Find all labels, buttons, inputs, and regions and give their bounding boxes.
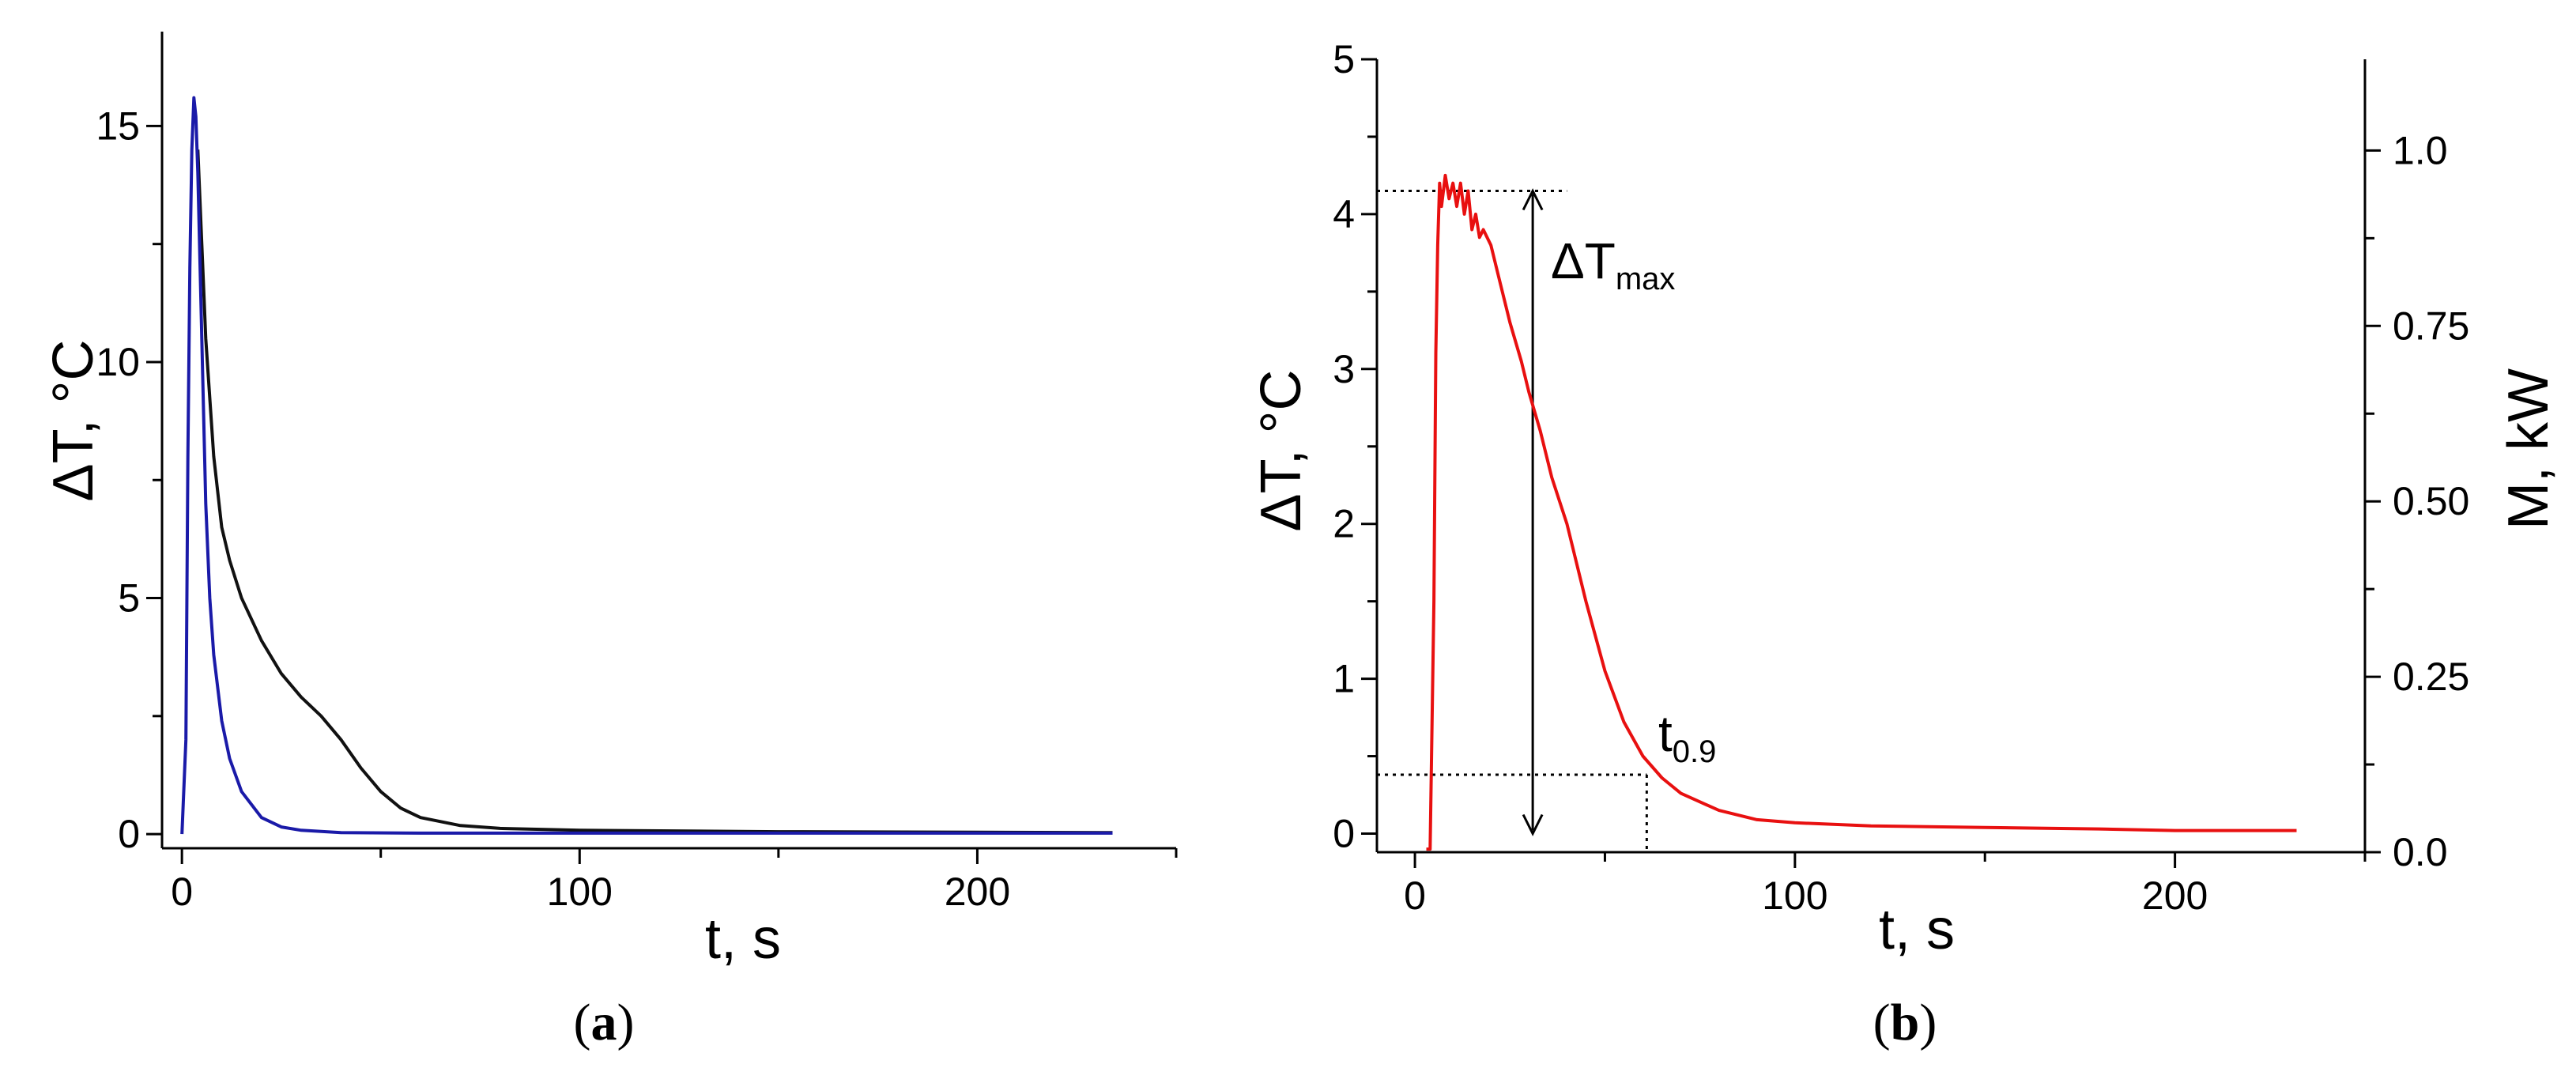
panel-a-y-tick-label: 10 [96, 340, 140, 384]
panel-b-letter: b [1891, 994, 1920, 1051]
panel-b-x-tick-label: 100 [1762, 874, 1827, 918]
panel-b-annotation-lines [1377, 188, 1648, 852]
panel-a-chart: 0 100 200 0 5 10 15 t, s ΔT, °C (a) [42, 32, 1178, 1051]
panel-a-y-tick-label: 0 [118, 812, 140, 856]
panel-a-series-1 [196, 149, 1113, 835]
t09-annotation: t0.9 [1658, 705, 1716, 769]
panel-b-tick-labels: 0 100 200 0 1 2 3 4 5 0.0 0.25 0.50 0.75 1.0 [1333, 37, 2469, 918]
panel-a-letter: a [591, 994, 617, 1051]
panel-a-x-axis-title: t, s [705, 908, 781, 971]
panel-b-y2-tick-label: 0.50 [2393, 479, 2469, 523]
panel-b-x-tick-label: 0 [1404, 874, 1426, 918]
panel-b-axes [1361, 58, 2381, 868]
panel-b-y-tick-label: 0 [1333, 811, 1355, 855]
panel-b-y-axis-title: ΔT, °C [1250, 370, 1313, 532]
panel-b-chart: 0 100 200 0 1 2 3 4 5 0.0 0.25 0.50 0.75 1.0 t, s ΔT,… [1250, 37, 2560, 1051]
panel-b-series-0 [1426, 173, 2297, 851]
panel-b-y-tick-label: 1 [1333, 657, 1355, 701]
panel-a-y-axis-title: ΔT, °C [42, 340, 105, 502]
panel-b-y-tick-label: 4 [1333, 192, 1355, 236]
panel-a-tick-labels: 0 100 200 0 5 10 15 [96, 104, 1010, 914]
panel-b-series [1426, 173, 2297, 851]
panel-a-series [180, 96, 1113, 835]
dt-max-annotation: ΔTmax [1551, 232, 1675, 296]
dt-max-arrow-head-up [1522, 188, 1544, 211]
panel-b-y-tick-label: 5 [1333, 37, 1355, 81]
panel-a-axes [146, 32, 1178, 864]
panel-b-x-axis-title: t, s [1879, 898, 1955, 961]
panel-b-y2-tick-label: 1.0 [2393, 128, 2448, 172]
panel-a-x-tick-label: 100 [547, 870, 613, 914]
panel-a-x-tick-label: 0 [171, 870, 193, 914]
panel-a-y-tick-label: 15 [96, 104, 140, 148]
panel-a-x-tick-label: 200 [945, 870, 1010, 914]
panel-b-y2-tick-label: 0.75 [2393, 304, 2469, 348]
dt-max-arrow-head-down [1522, 813, 1544, 836]
panel-b-x-tick-label: 200 [2142, 874, 2208, 918]
panel-b-y2-tick-label: 0.25 [2393, 655, 2469, 699]
panel-b-y2-axis-title: M, kW [2497, 368, 2560, 530]
panel-b-y-tick-label: 2 [1333, 502, 1355, 546]
panel-b-label: (b) [1873, 994, 1937, 1051]
panel-a-label: (a) [574, 994, 635, 1051]
panel-b-y2-tick-label: 0.0 [2393, 830, 2448, 874]
panel-a-series-0 [180, 96, 1113, 835]
panel-b-y-tick-label: 3 [1333, 347, 1355, 391]
panel-a-y-tick-label: 5 [118, 576, 140, 621]
